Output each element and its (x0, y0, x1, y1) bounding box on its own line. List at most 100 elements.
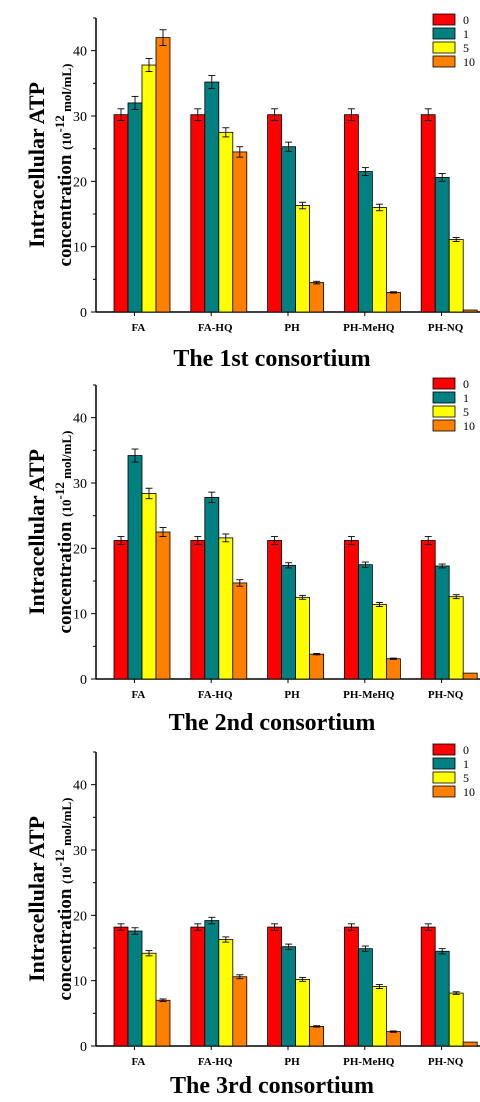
y-axis-title-line1: Intracellular ATP (24, 82, 49, 248)
legend-label-10: 10 (463, 55, 475, 69)
x-category-label: PH-NQ (428, 689, 464, 701)
bar-0-FA (113, 114, 129, 313)
x-category-label: FA (131, 1056, 145, 1068)
bar-0-PH-MeHQ (343, 540, 359, 680)
legend-swatch-10 (432, 55, 456, 68)
bar-10-PH-NQ (462, 1041, 478, 1047)
bar-10-FA (155, 999, 171, 1047)
y-tick-label: 0 (80, 673, 87, 688)
bar-10-PH-NQ (462, 309, 478, 313)
bar-5-PH (295, 596, 311, 680)
y-tick-label: 30 (73, 110, 87, 125)
bar-0-PH-MeHQ (343, 926, 359, 1047)
bar-1-PH-NQ (434, 565, 450, 680)
y-axis-title-part: mol/mL) (59, 64, 74, 116)
y-tick-label: 10 (73, 608, 87, 623)
bar-0-FA (113, 540, 129, 680)
y-axis-title-line2: concentration (10-12 mol/mL) (52, 798, 76, 1001)
bar-1-PH-NQ (434, 950, 450, 1047)
bar-1-FA-HQ (204, 920, 220, 1047)
bar-1-FA (127, 930, 143, 1047)
bar-5-PH-NQ (448, 992, 464, 1047)
bar-1-PH-MeHQ (357, 564, 373, 680)
bar-1-PH-NQ (434, 177, 450, 313)
y-axis-title-part: (10 (59, 500, 74, 517)
bar-0-PH (267, 540, 283, 680)
bar-0-FA-HQ (190, 114, 206, 313)
y-tick-label: 20 (73, 542, 87, 557)
y-axis-title-line1: Intracellular ATP (24, 449, 49, 615)
x-category-label: FA-HQ (198, 322, 233, 334)
bar-0-PH-NQ (420, 114, 436, 313)
bar-5-PH-MeHQ (371, 604, 387, 680)
y-axis-title-part: (10 (59, 133, 74, 150)
y-tick-label: 30 (73, 844, 87, 859)
legend-swatch-10 (432, 419, 456, 432)
legend-label-10: 10 (463, 785, 475, 799)
x-category-label: FA-HQ (198, 1056, 233, 1068)
bar-5-FA (141, 493, 157, 680)
bar-1-PH (281, 564, 297, 680)
y-tick-label: 30 (73, 477, 87, 492)
bar-10-PH (309, 1026, 325, 1047)
bar-10-PH (309, 653, 325, 680)
legend-swatch-1 (432, 27, 456, 40)
legend-label-1: 1 (463, 757, 469, 771)
x-category-label: PH-NQ (428, 1056, 464, 1068)
panel-title: The 2nd consortium (169, 710, 376, 736)
bar-1-FA (127, 102, 143, 313)
y-axis-title-line1: Intracellular ATP (24, 816, 49, 982)
x-category-label: FA (131, 689, 145, 701)
legend-label-1: 1 (463, 391, 469, 405)
bar-10-PH (309, 282, 325, 313)
y-tick-label: 0 (80, 306, 87, 321)
bar-1-PH-MeHQ (357, 171, 373, 313)
bar-10-FA (155, 37, 171, 313)
y-axis-title-part: concentration (55, 884, 76, 1001)
bar-1-FA (127, 455, 143, 680)
x-category-label: PH-NQ (428, 322, 464, 334)
panel-title: The 3rd consortium (170, 1073, 374, 1097)
bar-5-PH (295, 205, 311, 313)
bar-1-PH (281, 946, 297, 1047)
bar-5-FA-HQ (218, 131, 234, 313)
x-category-label: PH (284, 322, 300, 334)
legend-label-0: 0 (463, 377, 469, 391)
legend-swatch-0 (432, 13, 456, 26)
y-axis-title-line2: concentration (10-12 mol/mL) (52, 64, 76, 267)
legend-label-5: 5 (463, 405, 469, 419)
x-category-label: PH-MeHQ (343, 322, 395, 334)
bar-0-PH-NQ (420, 926, 436, 1047)
bar-0-FA-HQ (190, 926, 206, 1047)
bar-0-PH-MeHQ (343, 114, 359, 313)
x-category-label: PH-MeHQ (343, 689, 395, 701)
y-tick-label: 40 (73, 779, 87, 794)
legend-swatch-5 (432, 405, 456, 418)
y-axis-title-line2: concentration (10-12 mol/mL) (52, 431, 76, 634)
bar-5-PH-NQ (448, 596, 464, 680)
bar-0-FA (113, 926, 129, 1047)
bar-10-PH-MeHQ (385, 291, 401, 313)
legend-label-0: 0 (463, 13, 469, 27)
legend-label-5: 5 (463, 771, 469, 785)
y-tick-label: 10 (73, 241, 87, 256)
x-category-label: PH (284, 689, 300, 701)
bar-0-PH-NQ (420, 540, 436, 680)
bar-0-PH (267, 926, 283, 1047)
x-category-label: PH (284, 1056, 300, 1068)
x-category-label: PH-MeHQ (343, 1056, 395, 1068)
bar-5-PH-MeHQ (371, 207, 387, 313)
x-category-label: FA-HQ (198, 689, 233, 701)
y-tick-label: 40 (73, 45, 87, 60)
legend-label-10: 10 (463, 419, 475, 433)
bar-1-FA-HQ (204, 496, 220, 680)
bar-5-PH-NQ (448, 239, 464, 313)
panel-title: The 1st consortium (173, 346, 370, 372)
bar-10-PH-MeHQ (385, 658, 401, 680)
x-category-label: FA (131, 322, 145, 334)
legend-swatch-10 (432, 785, 456, 798)
